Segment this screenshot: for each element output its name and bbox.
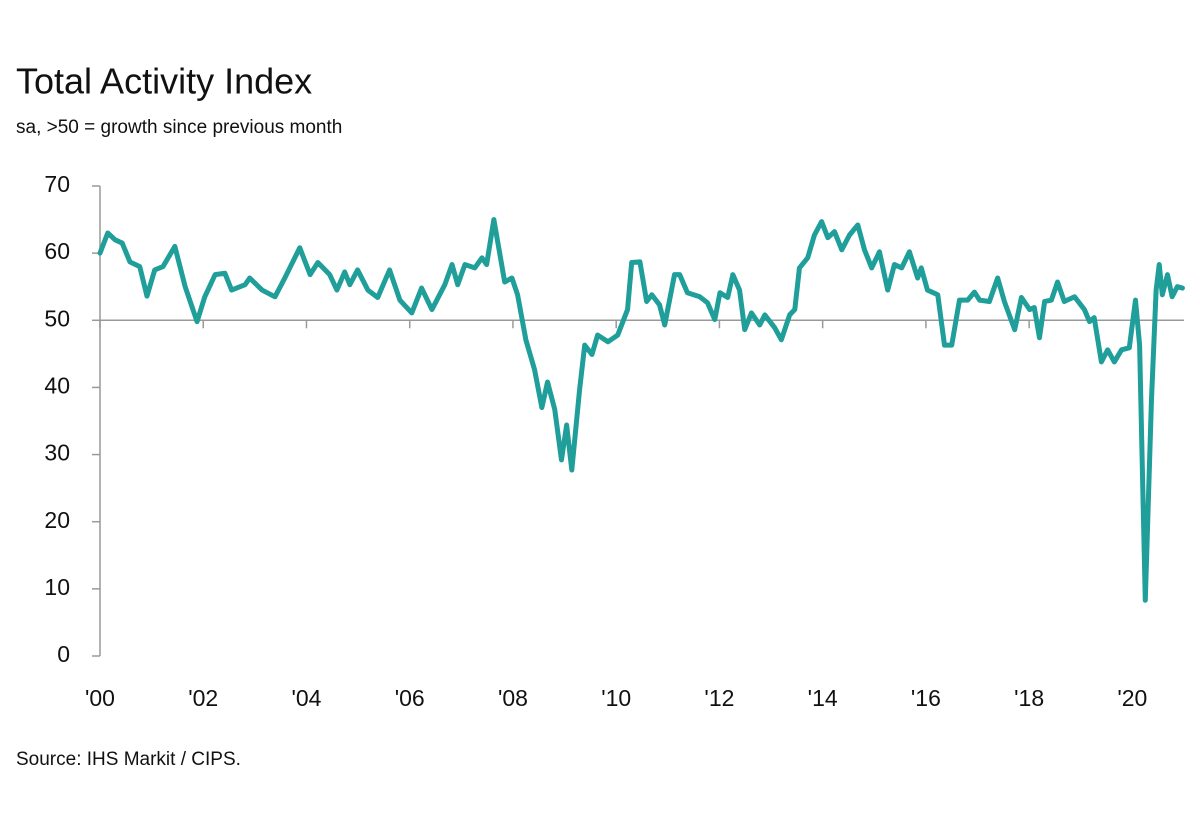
- x-tick-label: '16: [911, 685, 941, 711]
- chart-subtitle: sa, >50 = growth since previous month: [16, 117, 342, 138]
- y-tick-label: 0: [57, 641, 70, 667]
- x-tick-label: '06: [395, 685, 425, 711]
- x-tick-label: '10: [601, 685, 631, 711]
- y-tick-label: 50: [44, 305, 70, 331]
- y-tick-label: 30: [44, 440, 70, 466]
- x-tick-label: '08: [498, 685, 528, 711]
- x-tick-label: '20: [1117, 685, 1147, 711]
- x-tick-label: '00: [85, 685, 115, 711]
- data-line: [97, 217, 1185, 603]
- x-tick-label: '04: [291, 685, 321, 711]
- chart-title: Total Activity Index: [16, 61, 312, 102]
- y-tick-label: 70: [44, 171, 70, 197]
- y-tick-label: 40: [44, 373, 70, 399]
- y-tick-label: 60: [44, 238, 70, 264]
- x-tick-label: '18: [1014, 685, 1044, 711]
- y-tick-label: 10: [44, 574, 70, 600]
- x-tick-label: '14: [808, 685, 838, 711]
- x-tick-label: '02: [188, 685, 218, 711]
- source: Source: IHS Markit / CIPS.: [16, 749, 241, 770]
- y-tick-label: 20: [44, 507, 70, 533]
- x-tick-label: '12: [704, 685, 734, 711]
